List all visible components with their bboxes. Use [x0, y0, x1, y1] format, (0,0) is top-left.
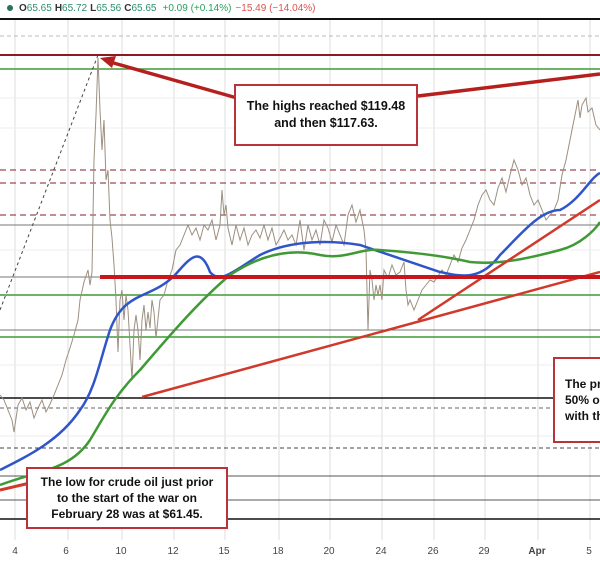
x-tick-label: 29 — [478, 546, 490, 557]
ma-blue-line — [0, 171, 600, 472]
x-tick-label: 4 — [12, 546, 18, 557]
right-callout-text: The pr 50% o with th — [565, 377, 600, 423]
x-tick-label: 20 — [323, 546, 335, 557]
total-change-value: −15.49 (−14.04%) — [235, 3, 316, 14]
right-callout: The pr 50% o with th — [553, 357, 600, 443]
ohlc-legend: O65.65 H65.72 L65.56 C65.65 +0.09 (+0.14%) −1… — [0, 0, 600, 18]
x-tick-label: 10 — [115, 546, 127, 557]
high-label: H — [54, 3, 63, 14]
close-value: 65.65 — [131, 3, 157, 14]
ma-green-line — [0, 221, 600, 487]
close-label: C — [124, 3, 132, 14]
highs-callout-text: The highs reached $119.48 and then $117.… — [246, 99, 406, 130]
low-callout: The low for crude oil just prior to the … — [26, 467, 228, 529]
trendlines — [0, 198, 600, 492]
low-callout-text: The low for crude oil just prior to the … — [40, 475, 214, 521]
x-tick-label: 24 — [375, 546, 387, 557]
candles — [0, 57, 600, 433]
change-value: +0.09 (+0.14%) — [162, 3, 232, 14]
open-value: 65.65 — [26, 3, 52, 14]
symbol-dot-icon — [7, 5, 13, 12]
highs-callout: The highs reached $119.48 and then $117.… — [234, 84, 418, 146]
x-tick-label: 18 — [272, 546, 284, 557]
price-chart[interactable] — [0, 0, 600, 540]
open-label: O — [19, 3, 27, 14]
x-tick-label: 5 — [586, 546, 592, 557]
x-axis: 4 6 10 12 15 18 20 24 26 29 Apr 5 — [0, 540, 600, 563]
x-tick-label: 12 — [167, 546, 179, 557]
horizontal-grid — [0, 97, 600, 437]
high-value: 65.72 — [62, 3, 88, 14]
annotation-arrows — [100, 56, 600, 100]
low-value: 65.56 — [96, 3, 122, 14]
x-tick-label: Apr — [528, 546, 546, 557]
x-tick-label: 15 — [218, 546, 230, 557]
x-tick-label: 6 — [63, 546, 69, 557]
x-tick-label: 26 — [427, 546, 439, 557]
low-label: L — [90, 3, 97, 14]
